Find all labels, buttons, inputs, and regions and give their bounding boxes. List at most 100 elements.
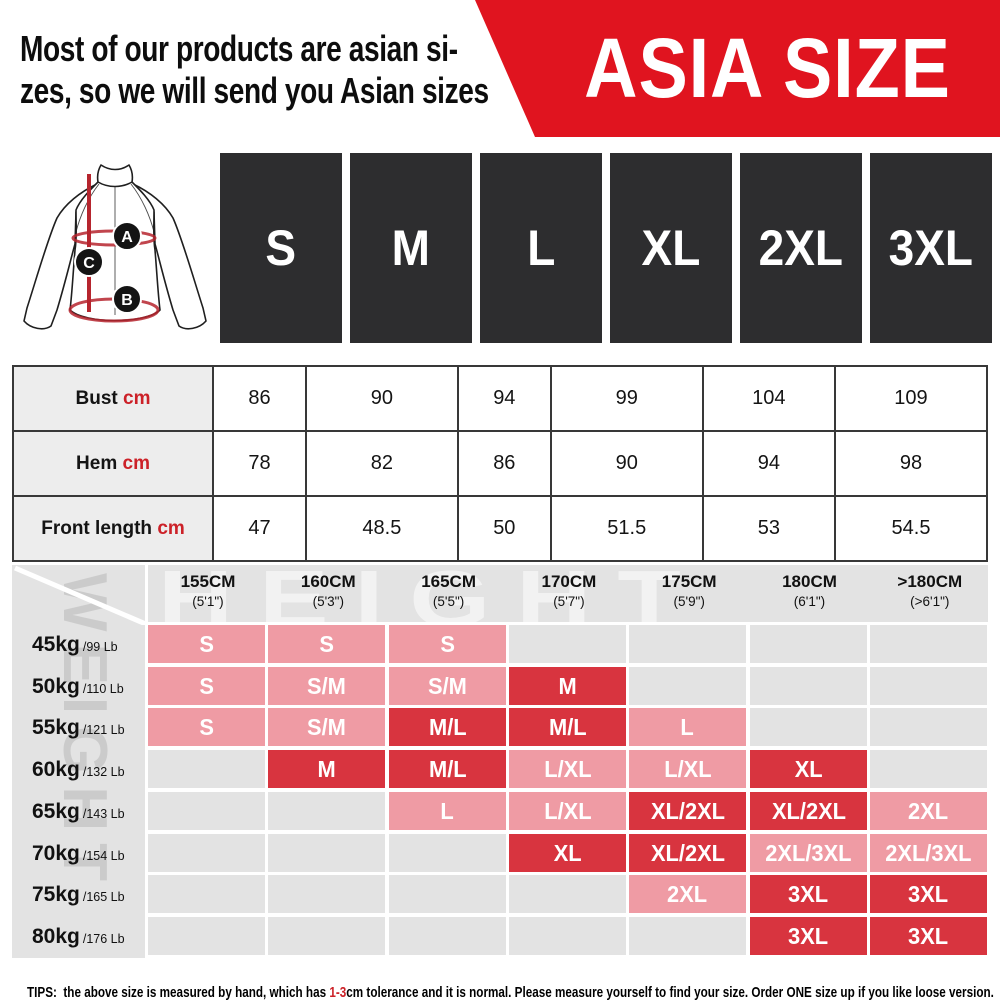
- size-box-m: M: [350, 153, 472, 343]
- measurement-value: 51.5: [549, 495, 704, 562]
- tips-prefix: TIPS: the above size is measured by hand…: [27, 984, 330, 1000]
- weight-lb: /132 Lb: [82, 765, 125, 779]
- size-cell-label: S/M: [307, 672, 346, 699]
- size-cell-label: XL/2XL: [650, 797, 725, 824]
- size-cell-2xl-3xl: 2XL/3XL: [750, 834, 867, 872]
- size-cell-label: L/XL: [543, 797, 592, 824]
- size-cell-empty: [509, 917, 626, 955]
- weight-kg: 60kg: [32, 758, 80, 781]
- weight-lb: /121 Lb: [82, 723, 125, 737]
- size-cell-empty: [509, 625, 626, 663]
- size-cell-empty: [389, 875, 506, 913]
- height-ft: (6'1"): [793, 594, 826, 609]
- size-cell-empty: [750, 708, 867, 746]
- height-header-3: 165CM (5'5"): [389, 572, 509, 612]
- measurement-name: Bust: [75, 387, 124, 409]
- weight-lb: /99 Lb: [82, 640, 118, 654]
- size-cell-2xl-3xl: 2XL/3XL: [870, 834, 987, 872]
- weight-lb: /176 Lb: [82, 932, 125, 946]
- size-box-label: L: [526, 220, 556, 276]
- size-box-label: S: [265, 220, 297, 276]
- measurement-table: Bust cm 86 90 94 99 104 109 Hem cm 78 82 86 90 94 98 F…: [12, 365, 989, 562]
- size-cell-empty: [148, 875, 265, 913]
- height-ft: (5'7"): [553, 594, 585, 609]
- size-cell-empty: [750, 667, 867, 705]
- size-cell-2xl: 2XL: [629, 875, 746, 913]
- size-cell-m: M: [509, 667, 626, 705]
- asia-size-banner: ASIA SIZE: [475, 0, 1000, 137]
- size-box-label: 2XL: [758, 220, 844, 276]
- size-cell-m-l: M/L: [389, 708, 506, 746]
- size-cell-empty: [750, 625, 867, 663]
- size-cell-label: 2XL/3XL: [765, 839, 852, 866]
- measurement-value: 94: [456, 365, 552, 432]
- height-header-7: >180CM (>6'1"): [870, 572, 990, 612]
- tips-suffix: cm tolerance and it is normal. Please me…: [346, 984, 994, 1000]
- height-header-band: HEIGHT: [148, 565, 988, 622]
- size-cell-m-l: M/L: [509, 708, 626, 746]
- size-cell-label: XL/2XL: [771, 797, 846, 824]
- weight-kg: 65kg: [32, 800, 80, 823]
- size-cell-xl-2xl: XL/2XL: [629, 792, 746, 830]
- weight-label-70kg: 70kg/154 Lb: [32, 842, 144, 866]
- size-cell-empty: [870, 667, 987, 705]
- weight-kg: 45kg: [32, 633, 80, 656]
- measurement-value: 82: [304, 430, 459, 497]
- size-cell-l: L: [629, 708, 746, 746]
- size-cell-empty: [629, 917, 746, 955]
- size-cell-s: S: [268, 625, 385, 663]
- weight-kg: 55kg: [32, 716, 80, 739]
- size-cell-empty: [268, 834, 385, 872]
- size-cell-label: 2XL: [908, 797, 949, 824]
- measurement-unit: cm: [123, 387, 151, 409]
- measurement-value: 90: [304, 365, 459, 432]
- size-cell-s-m: S/M: [268, 667, 385, 705]
- size-box-label: XL: [641, 220, 701, 276]
- height-header-5: 175CM (5'9"): [629, 572, 749, 612]
- size-cell-m-l: M/L: [389, 750, 506, 788]
- size-cell-label: S: [199, 630, 214, 657]
- size-cell-empty: [148, 917, 265, 955]
- size-box-xl: XL: [610, 153, 732, 343]
- size-cell-3xl: 3XL: [870, 917, 987, 955]
- size-cell-empty: [268, 917, 385, 955]
- measurement-value: 47: [212, 495, 307, 562]
- size-cell-l-xl: L/XL: [509, 792, 626, 830]
- size-box-label: M: [391, 220, 431, 276]
- size-cell-l-xl: L/XL: [629, 750, 746, 788]
- size-cell-label: S/M: [307, 713, 346, 740]
- size-box-s: S: [220, 153, 342, 343]
- weight-label-75kg: 75kg/165 Lb: [32, 883, 144, 907]
- size-cell-2xl: 2XL: [870, 792, 987, 830]
- measurement-label: Front length cm: [12, 495, 214, 562]
- size-cell-label: 2XL/3XL: [885, 839, 972, 866]
- height-cm: 180CM: [782, 572, 837, 591]
- weight-kg: 80kg: [32, 925, 80, 948]
- size-cell-label: M: [558, 672, 577, 699]
- size-cell-3xl: 3XL: [870, 875, 987, 913]
- size-cell-empty: [268, 875, 385, 913]
- weight-lb: /165 Lb: [82, 890, 125, 904]
- measurement-value: 86: [456, 430, 552, 497]
- size-cell-xl: XL: [750, 750, 867, 788]
- measurement-label: Hem cm: [12, 430, 214, 497]
- asian-size-note-line2: zes, so we will send you Asian sizes: [20, 70, 489, 111]
- height-cm: 165CM: [421, 572, 476, 591]
- size-cell-empty: [268, 792, 385, 830]
- size-cell-s: S: [148, 708, 265, 746]
- measurement-value: 90: [549, 430, 704, 497]
- size-cell-label: 2XL: [667, 880, 708, 907]
- measurement-value: 109: [833, 365, 989, 432]
- measurement-value: 78: [212, 430, 307, 497]
- size-cell-label: XL/2XL: [650, 839, 725, 866]
- size-cell-empty: [870, 625, 987, 663]
- measure-point-a-label: A: [121, 229, 133, 246]
- size-cell-label: L: [680, 713, 695, 740]
- size-cell-label: 3XL: [788, 880, 829, 907]
- size-cell-empty: [148, 834, 265, 872]
- size-cell-label: 3XL: [908, 880, 949, 907]
- height-cm: 175CM: [661, 572, 717, 591]
- size-cell-empty: [148, 792, 265, 830]
- size-cell-xl-2xl: XL/2XL: [629, 834, 746, 872]
